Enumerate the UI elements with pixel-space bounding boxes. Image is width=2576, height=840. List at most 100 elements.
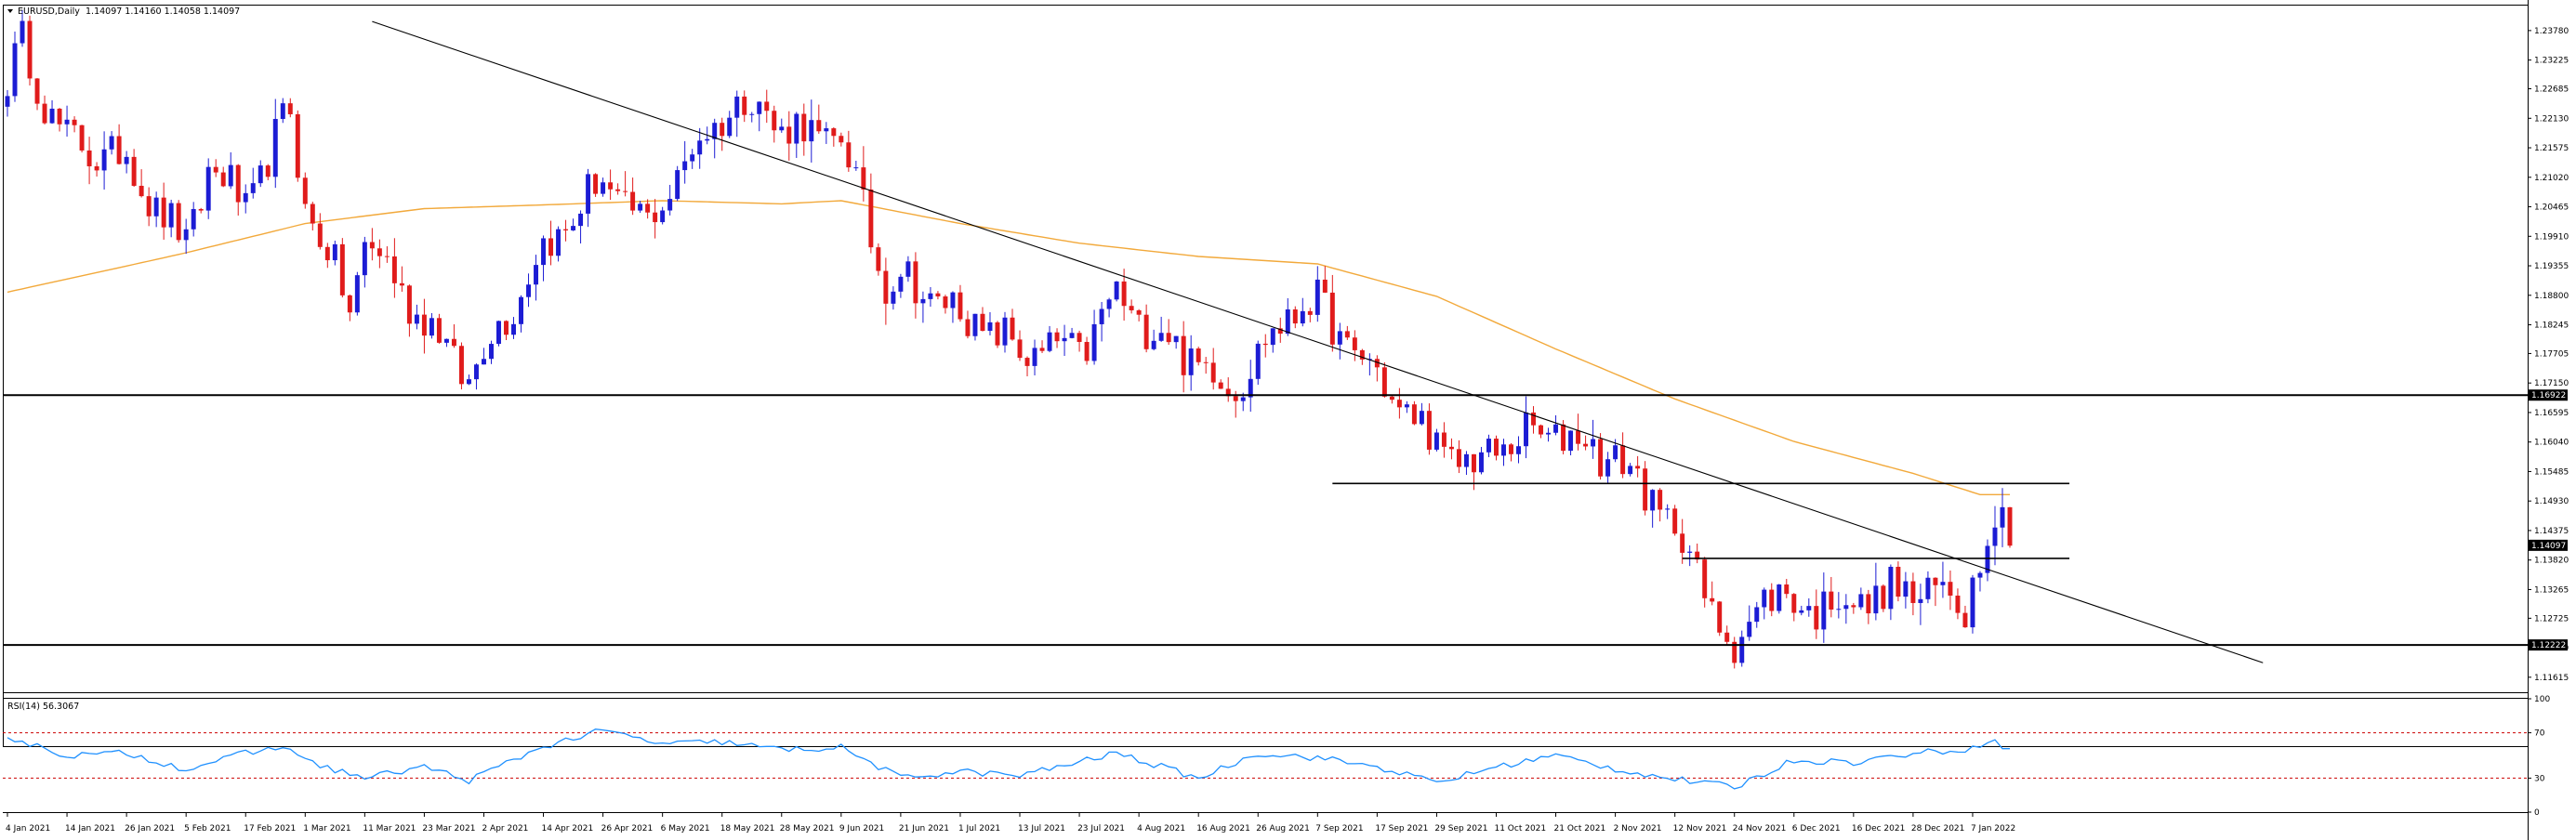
candle <box>362 236 367 288</box>
price-tag-label: 1.12222 <box>2531 641 2566 650</box>
candle-body <box>1359 349 1365 360</box>
candle <box>1591 419 1596 459</box>
candle-body <box>1188 348 1194 375</box>
candle <box>1985 539 1990 582</box>
candle <box>1047 325 1052 353</box>
candle <box>1858 587 1864 610</box>
candle <box>1829 576 1834 618</box>
candle <box>458 342 464 390</box>
candle-body <box>473 364 479 380</box>
candle-body <box>1277 328 1283 335</box>
candle <box>1262 334 1268 358</box>
candle-body <box>764 101 770 112</box>
rsi-tick-label: 0 <box>2534 808 2540 818</box>
candle-body <box>1687 551 1693 553</box>
candle-body <box>354 275 360 313</box>
candle-body <box>526 284 532 297</box>
price-axis[interactable]: 1.23780 1.23225 1.22685 1.22130 1.21575 1.210… <box>2528 0 2569 840</box>
candle-body <box>1486 439 1491 453</box>
drawings-layer <box>3 20 2528 663</box>
candle-body <box>146 196 152 217</box>
time-axis[interactable]: 4 Jan 2021 14 Jan 2021 26 Jan 2021 5 Feb 20… <box>3 812 2529 833</box>
candle-body <box>1002 317 1008 346</box>
candle-body <box>548 238 554 256</box>
candle <box>5 90 10 117</box>
candle <box>406 284 412 337</box>
time-tick-label: 12 Nov 2021 <box>1673 824 1727 833</box>
candle <box>1658 488 1663 522</box>
candle-body <box>1077 333 1082 342</box>
candle <box>1866 589 1871 624</box>
candle-body <box>1546 432 1552 435</box>
candle <box>682 140 688 184</box>
candle <box>324 243 330 269</box>
candle-body <box>1821 591 1827 630</box>
candle <box>1925 571 1931 604</box>
candle-body <box>1129 306 1134 310</box>
time-tick-label: 28 Dec 2021 <box>1911 824 1965 833</box>
candle <box>1456 440 1461 474</box>
price-tick-label: 1.23780 <box>2534 27 2569 36</box>
candle <box>638 201 643 213</box>
candle <box>1628 463 1633 477</box>
candle <box>1114 281 1119 302</box>
candle <box>1955 588 1961 620</box>
candle <box>124 151 129 174</box>
candle-body <box>593 174 599 194</box>
candle-body <box>653 212 658 223</box>
candle <box>347 295 352 322</box>
candle-body <box>287 103 293 114</box>
candle <box>1754 601 1760 628</box>
candle-body <box>458 346 464 385</box>
candle <box>176 200 181 243</box>
candle-body <box>1106 299 1112 309</box>
candle <box>1977 571 1983 592</box>
candle-body <box>1173 335 1179 343</box>
candle <box>772 105 777 143</box>
triangle-down-icon[interactable] <box>7 9 13 13</box>
candle-body <box>928 293 933 299</box>
candle-body <box>1896 566 1901 597</box>
main-pane-frame <box>3 5 2529 747</box>
candle <box>623 171 628 197</box>
candle-body <box>1225 388 1231 397</box>
candle-body <box>697 140 703 155</box>
candle-body <box>630 191 636 211</box>
time-tick-label: 17 Sep 2021 <box>1375 824 1428 833</box>
candle-body <box>972 313 978 336</box>
candle <box>1039 340 1045 354</box>
candle <box>667 184 673 216</box>
candle <box>1702 557 1708 608</box>
candle-body <box>191 208 196 230</box>
time-tick-label: 1 Mar 2021 <box>303 824 350 833</box>
candle-body <box>243 192 248 203</box>
price-tag-label: 1.16922 <box>2531 391 2566 400</box>
candle <box>1166 319 1171 346</box>
candle-body <box>816 120 822 132</box>
candle <box>1695 544 1700 564</box>
candle-body <box>1136 309 1142 315</box>
candle-body <box>1114 281 1119 300</box>
price-tick-label: 1.17150 <box>2534 379 2569 388</box>
time-tick-label: 16 Dec 2021 <box>1852 824 1905 833</box>
candle <box>1769 583 1775 617</box>
price-tick-label: 1.21020 <box>2534 174 2569 183</box>
candle-body <box>2007 506 2013 546</box>
candle-body <box>1702 559 1708 598</box>
time-tick-label: 14 Apr 2021 <box>542 824 594 833</box>
candle <box>1486 434 1491 457</box>
candle <box>1151 329 1156 351</box>
candle-body <box>511 323 516 335</box>
time-tick-label: 9 Jun 2021 <box>839 824 884 833</box>
candle <box>1069 327 1075 339</box>
candle <box>466 374 471 386</box>
candle-body <box>1962 612 1968 628</box>
candle <box>34 78 40 111</box>
candle-body <box>414 314 419 324</box>
candle <box>1210 348 1216 390</box>
candle <box>429 312 434 339</box>
candle-body <box>749 113 755 115</box>
candle-body <box>571 226 576 230</box>
candle-body <box>861 167 866 190</box>
